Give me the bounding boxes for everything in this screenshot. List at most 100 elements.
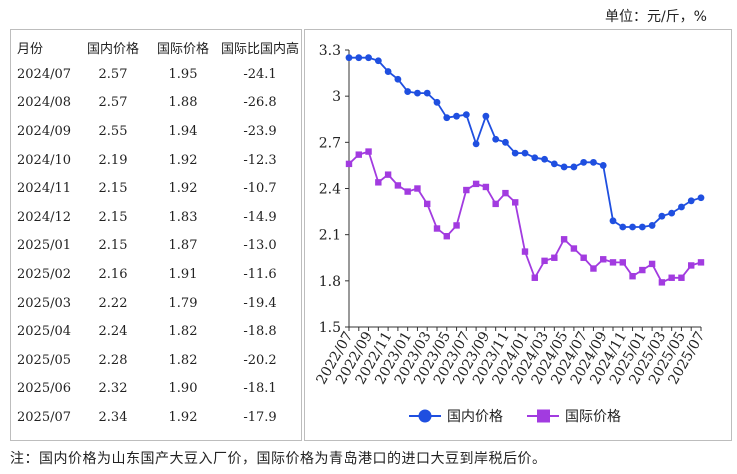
table-row: 2024/12 2.15 1.83 -14.9 [15,203,301,232]
domestic-price-point [550,160,558,168]
domestic-price-point [502,138,509,146]
unit-label: 单位：元/斤，% [604,9,707,25]
domestic-price-point [521,149,529,157]
international-price-point [560,236,568,243]
cell-month: 2025/03 [17,295,72,311]
cell-international-price: 1.82 [168,324,198,340]
international-price-point [384,171,392,178]
table-row: 2024/07 2.57 1.95 -24.1 [15,60,301,89]
domestic-price-point [580,158,588,166]
cell-month: 2024/08 [17,95,72,111]
cell-difference: -13.0 [243,238,277,254]
cell-international-price: 1.95 [168,66,198,82]
international-price-point [678,274,685,281]
international-price-point [648,260,656,268]
price-table-panel: 月份 国内价格 国际价格 国际比国内高 2024/07 2.57 1.95 -24.1… [10,29,302,441]
cell-domestic-price: 2.15 [98,209,128,225]
cell-month: 2025/06 [17,381,72,397]
y-tick-label: 1.5 [319,320,341,336]
table-row: 2024/11 2.15 1.92 -10.7 [15,174,301,203]
international-price-line [348,150,702,284]
international-price-point [502,189,509,197]
domestic-price-point [345,54,353,62]
international-price-point [531,274,538,281]
domestic-price-line [349,56,702,228]
international-price-point [619,259,626,266]
cell-domestic-price: 2.55 [98,123,128,139]
domestic-price-point [414,89,421,97]
table-row: 2025/05 2.28 1.82 -20.2 [15,346,301,375]
international-price-point [463,186,470,194]
cell-domestic-price: 2.57 [98,95,128,111]
domestic-price-point [511,149,519,157]
cell-domestic-price: 2.16 [98,266,128,282]
domestic-price-point [472,140,480,148]
cell-difference: -18.8 [243,324,277,340]
domestic-price-point [394,75,402,83]
table-row: 2025/07 2.34 1.92 -17.9 [15,403,301,432]
cell-difference: -12.3 [243,152,277,168]
international-price-point [404,188,411,195]
domestic-price-point [697,194,705,202]
cell-international-price: 1.90 [168,381,198,397]
cell-month: 2025/04 [17,324,72,340]
domestic-price-point [423,89,431,97]
legend-domestic-label: 国内价格 [447,409,503,425]
cell-difference: -18.1 [243,381,277,397]
cell-domestic-price: 2.15 [98,181,128,197]
header-month: 月份 [17,41,44,57]
cell-month: 2025/05 [17,352,72,368]
y-tick-label: 2.1 [319,228,341,244]
international-price-point [482,183,490,191]
domestic-price-point [541,155,548,163]
cell-difference: -20.2 [243,352,277,368]
domestic-price-point [355,54,363,62]
domestic-price-point [453,112,460,120]
domestic-price-point [560,163,568,171]
cell-month: 2024/11 [17,181,72,197]
table-row: 2025/06 2.32 1.90 -18.1 [15,375,301,404]
domestic-price-point [482,112,490,120]
cell-international-price: 1.92 [168,181,198,197]
international-price-point [639,266,646,274]
domestic-price-point [619,223,627,231]
international-price-point [472,180,480,188]
footnote: 注：国内价格为山东国产大豆入厂价，国际价格为青岛港口的进口大豆到岸税后价。 [10,451,547,467]
international-price-point [658,279,666,286]
international-price-point [394,182,402,189]
y-tick-label: 3.3 [319,43,341,59]
cell-international-price: 1.82 [168,352,198,368]
cell-international-price: 1.79 [168,295,198,311]
international-price-point [600,256,607,263]
cell-month: 2024/10 [17,152,72,168]
cell-month: 2025/02 [17,266,72,282]
cell-difference: -14.9 [243,209,277,225]
cell-difference: -26.8 [243,95,277,111]
table-row: 2024/10 2.19 1.92 -12.3 [15,146,301,175]
cell-domestic-price: 2.22 [98,295,128,311]
international-price-point [424,200,431,208]
table-row: 2024/08 2.57 1.88 -26.8 [15,89,301,118]
domestic-price-point [648,222,656,229]
international-price-point [492,200,499,208]
domestic-price-point [404,88,412,95]
domestic-price-point [590,158,597,166]
domestic-price-point [531,154,539,162]
domestic-price-point [638,223,646,231]
international-price-point [570,245,578,252]
price-chart-panel: 3.3 3 2.7 2.4 2.1 1.8 1.5 2022/07 2022/09 2022/11… [304,29,732,441]
y-tick-label: 1.8 [319,274,341,290]
domestic-price-point [658,212,666,220]
cell-domestic-price: 2.19 [98,152,128,168]
y-tick-label: 2.4 [319,182,341,198]
international-price-point [375,179,382,186]
cell-international-price: 1.92 [168,409,198,425]
international-price-point [453,222,460,229]
table-row: 2025/03 2.22 1.79 -19.4 [15,289,301,318]
domestic-price-point [433,98,441,106]
cell-domestic-price: 2.15 [98,238,128,254]
cell-domestic-price: 2.57 [98,66,128,82]
table-row: 2025/01 2.15 1.87 -13.0 [15,232,301,261]
cell-domestic-price: 2.34 [98,409,128,425]
international-price-point [629,273,636,280]
